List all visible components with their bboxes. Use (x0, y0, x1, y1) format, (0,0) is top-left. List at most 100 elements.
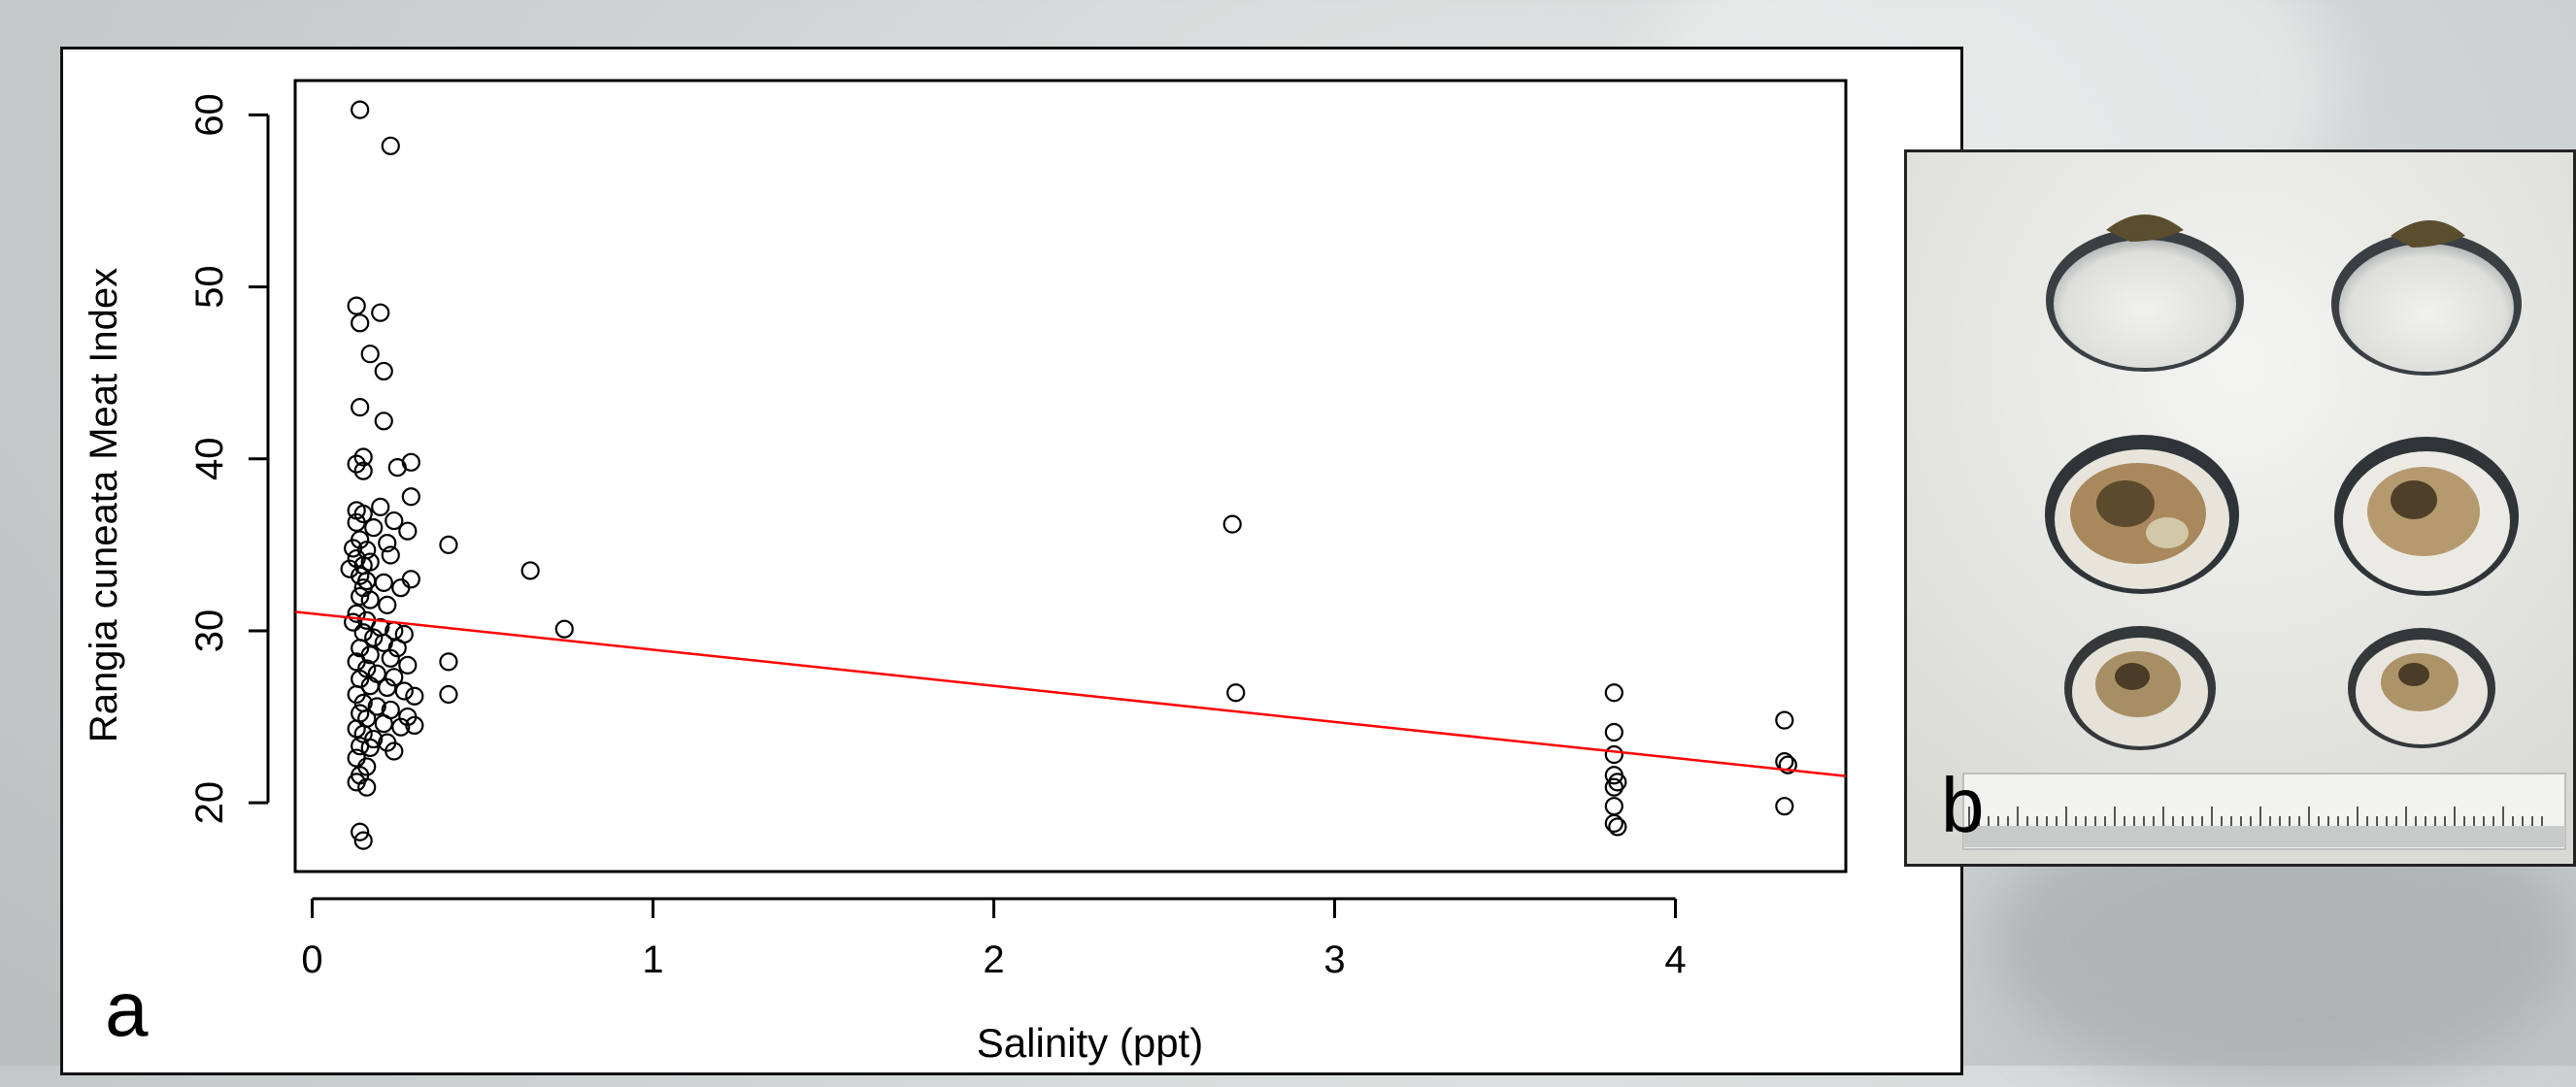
data-point (1604, 797, 1623, 816)
x-tick-label: 2 (983, 939, 1004, 981)
data-point (360, 738, 380, 758)
data-point (351, 100, 370, 119)
clam-shells-photo (1907, 152, 2573, 864)
data-point (347, 604, 366, 623)
clam-with-meat (2348, 628, 2495, 748)
data-point (344, 612, 363, 632)
data-point (439, 535, 458, 554)
data-point (357, 777, 377, 797)
data-point (385, 741, 404, 761)
data-point (347, 548, 366, 569)
plot-frame (293, 79, 1848, 873)
data-point (1775, 752, 1794, 772)
data-point (398, 521, 418, 541)
y-tick-label: 20 (188, 781, 231, 825)
y-tick-label: 60 (188, 93, 231, 137)
data-point (353, 447, 373, 467)
ruler (1962, 773, 2566, 850)
data-point (360, 345, 380, 364)
data-point (367, 697, 386, 716)
data-point (439, 652, 458, 672)
data-point (391, 717, 411, 737)
data-point (387, 639, 407, 658)
data-point (374, 412, 393, 431)
data-point (347, 748, 366, 768)
y-tick-label: 50 (188, 265, 231, 309)
x-tick-label: 4 (1664, 939, 1686, 981)
data-point (351, 822, 370, 841)
data-point (351, 398, 370, 417)
data-point (381, 136, 400, 155)
data-point (360, 552, 380, 572)
data-point (353, 831, 373, 850)
data-point (401, 487, 420, 507)
panel-letter-b: b (1941, 762, 1985, 848)
data-point (381, 545, 400, 565)
data-point (1608, 817, 1627, 837)
data-point (364, 518, 384, 538)
clam-with-meat (2045, 435, 2239, 594)
clam-shell (2331, 220, 2522, 376)
data-point (1604, 813, 1623, 833)
data-point (1604, 777, 1623, 797)
x-tick-label: 0 (301, 939, 322, 981)
x-tick-label: 1 (642, 939, 663, 981)
scatter-plot-panel: 0 1 2 3 4 Salinity (ppt) 20 30 40 50 60 Rangia cune… (60, 47, 1963, 1075)
data-point (351, 586, 370, 607)
data-point (1604, 744, 1623, 765)
data-point (1604, 722, 1623, 742)
data-point (391, 578, 411, 598)
data-point (347, 773, 366, 792)
data-point (374, 361, 393, 381)
data-point (374, 573, 393, 592)
data-point (387, 458, 407, 478)
x-axis-label: Salinity (ppt) (977, 1020, 1203, 1066)
data-point (378, 595, 397, 614)
clam-with-meat (2064, 626, 2216, 750)
data-point (401, 570, 420, 589)
data-point (405, 715, 424, 736)
panel-letter-a: a (105, 966, 149, 1052)
data-point (381, 648, 400, 668)
regression-line (294, 610, 1847, 777)
clam-shell (2046, 214, 2244, 372)
data-point (405, 686, 424, 706)
data-point (353, 461, 373, 480)
data-point (357, 659, 377, 678)
data-point (353, 623, 373, 642)
data-point (378, 533, 397, 553)
data-point (385, 668, 404, 687)
clam-with-meat (2334, 437, 2519, 596)
data-point (371, 303, 390, 322)
data-point (364, 628, 384, 647)
data-point (520, 561, 540, 580)
data-point (439, 684, 458, 705)
y-axis-label: Rangia cuneata Meat Index (83, 268, 125, 742)
data-point (1226, 683, 1246, 703)
data-point (1222, 514, 1242, 534)
data-point (351, 313, 370, 333)
data-point (378, 677, 397, 698)
data-point (1604, 683, 1623, 703)
data-point (340, 559, 359, 578)
data-point (347, 512, 366, 532)
data-point (371, 497, 390, 516)
data-point (347, 454, 366, 474)
data-point (344, 539, 363, 558)
data-point (1775, 710, 1794, 730)
data-point (351, 737, 370, 756)
data-point (347, 296, 366, 315)
x-tick-label: 3 (1323, 939, 1345, 981)
data-point (398, 655, 418, 675)
scatter-plot: 0 1 2 3 4 Salinity (ppt) 20 30 40 50 60 Rangia cune… (83, 79, 1848, 1066)
data-point (385, 511, 404, 531)
data-point (394, 681, 414, 701)
data-point (374, 714, 393, 734)
data-point (1608, 773, 1627, 792)
data-point (347, 652, 366, 672)
data-point (1778, 755, 1797, 774)
data-point (351, 639, 370, 658)
clam-photo-panel (1904, 149, 2576, 867)
y-tick-label: 40 (188, 438, 231, 481)
y-tick-label: 30 (188, 609, 231, 653)
